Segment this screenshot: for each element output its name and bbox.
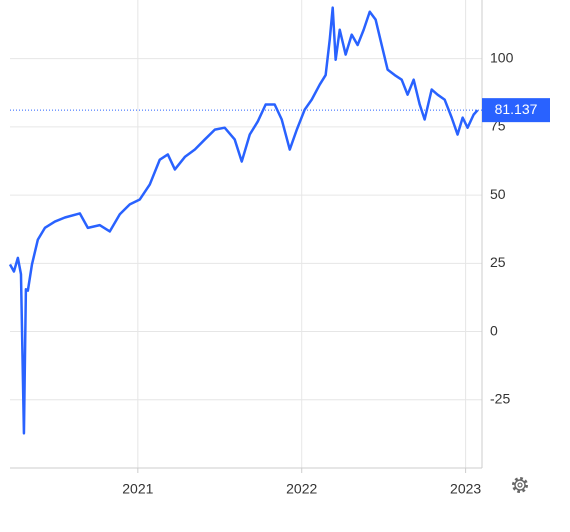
y-tick-label: 25 [490, 254, 506, 270]
settings-icon[interactable] [512, 477, 528, 493]
gear-hole [517, 482, 523, 488]
last-value-label: 81.137 [495, 101, 538, 117]
y-tick-label: 50 [490, 186, 506, 202]
last-value-box [482, 98, 550, 123]
price-line [8, 6, 479, 435]
y-tick-label: -25 [490, 390, 510, 406]
y-tick-label: 100 [490, 49, 514, 65]
gear-teeth [512, 477, 528, 493]
x-tick-label: 2023 [450, 481, 481, 497]
gear-ring [514, 479, 526, 491]
x-tick-label: 2021 [122, 481, 153, 497]
y-tick-label: 0 [490, 322, 498, 338]
x-tick-label: 2022 [286, 481, 317, 497]
